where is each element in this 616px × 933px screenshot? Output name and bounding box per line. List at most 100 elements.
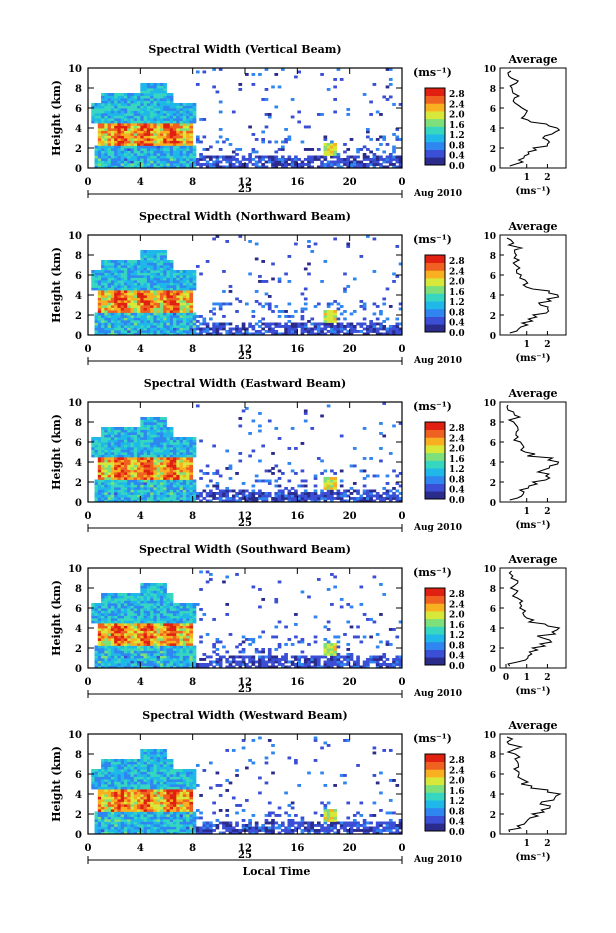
heatmap-cell xyxy=(173,492,177,495)
heatmap-cell xyxy=(359,495,363,498)
heatmap-cell xyxy=(114,263,118,266)
heatmap-cell xyxy=(127,623,131,626)
heatmap-cell xyxy=(153,425,157,428)
heatmap-cell xyxy=(98,626,102,629)
heatmap-cell xyxy=(288,490,292,493)
heatmap-cell xyxy=(157,633,161,636)
heatmap-cell xyxy=(137,323,141,326)
heatmap-cell xyxy=(167,623,171,626)
heatmap-cell xyxy=(186,141,190,144)
heatmap-cell xyxy=(117,136,121,139)
heatmap-cell xyxy=(180,472,184,475)
heatmap-cell xyxy=(98,163,102,166)
heatmap-cell xyxy=(140,455,144,458)
heatmap-cell xyxy=(114,98,118,101)
heatmap-cell xyxy=(98,492,102,495)
heatmap-cell xyxy=(140,153,144,156)
heatmap-cell xyxy=(369,492,373,495)
heatmap-cell xyxy=(104,621,108,624)
heatmap-cell xyxy=(114,143,118,146)
heatmap-cell xyxy=(101,330,105,333)
heatmap-cell xyxy=(127,596,131,599)
heatmap-cell xyxy=(104,641,108,644)
heatmap-cell xyxy=(176,472,180,475)
heatmap-cell xyxy=(183,465,187,468)
heatmap-cell xyxy=(144,633,148,636)
heatmap-cell xyxy=(144,163,148,166)
heatmap-cell xyxy=(117,116,121,119)
heatmap-cell xyxy=(261,328,265,331)
heatmap-cell xyxy=(140,318,144,321)
heatmap-cell xyxy=(170,325,174,328)
heatmap-cell xyxy=(242,410,246,413)
y-axis-label: Height (km) xyxy=(50,80,63,156)
heatmap-cell xyxy=(104,315,108,318)
heatmap-cell xyxy=(340,330,344,333)
heatmap-cell xyxy=(147,450,151,453)
heatmap-cell xyxy=(392,425,396,428)
heatmap-cell xyxy=(189,158,193,161)
heatmap-cell xyxy=(160,455,164,458)
colorbar-tick-label: 1.6 xyxy=(449,121,465,131)
heatmap-cell xyxy=(101,661,105,664)
heatmap-cell xyxy=(340,328,344,331)
heatmap-cell xyxy=(147,260,151,263)
heatmap-cell xyxy=(98,313,102,316)
heatmap-cell xyxy=(173,651,177,654)
heatmap-cell xyxy=(121,288,125,291)
heatmap-cell xyxy=(160,106,164,109)
heatmap-cell xyxy=(268,323,272,326)
heatmap-cell xyxy=(369,320,373,323)
heatmap-cell xyxy=(114,490,118,493)
heatmap-cell xyxy=(202,156,206,159)
heatmap-cell xyxy=(153,163,157,166)
heatmap-cell xyxy=(163,462,167,465)
heatmap-cell xyxy=(150,298,154,301)
heatmap-cell xyxy=(150,151,154,154)
heatmap-cell xyxy=(140,323,144,326)
heatmap-cell xyxy=(121,442,125,445)
heatmap-cell xyxy=(281,146,285,149)
heatmap-cell xyxy=(219,495,223,498)
heatmap-cell xyxy=(167,432,171,435)
heatmap-cell xyxy=(111,153,115,156)
heatmap-cell xyxy=(117,163,121,166)
heatmap-cell xyxy=(95,118,99,121)
heatmap-cell xyxy=(291,328,295,331)
heatmap-cell xyxy=(193,323,197,326)
heatmap-cell xyxy=(176,633,180,636)
heatmap-cell xyxy=(271,328,275,331)
heatmap-cell xyxy=(137,300,141,303)
heatmap-cell xyxy=(127,101,131,104)
heatmap-cell xyxy=(284,163,288,166)
heatmap-cell xyxy=(170,323,174,326)
heatmap-cell xyxy=(127,470,131,473)
heatmap-cell xyxy=(150,83,154,86)
heatmap-cell xyxy=(232,163,236,166)
heatmap-cell xyxy=(117,278,121,281)
heatmap-cell xyxy=(363,93,367,96)
heatmap-cell xyxy=(104,658,108,661)
heatmap-cell xyxy=(153,626,157,629)
heatmap-cell xyxy=(140,462,144,465)
heatmap-cell xyxy=(98,447,102,450)
heatmap-cell xyxy=(163,601,167,604)
heatmap-cell xyxy=(252,133,256,136)
heatmap-cell xyxy=(163,330,167,333)
heatmap-cell xyxy=(340,492,344,495)
heatmap-cell xyxy=(131,146,135,149)
heatmap-cell xyxy=(117,497,121,500)
heatmap-cell xyxy=(111,280,115,283)
heatmap-cell xyxy=(180,121,184,124)
heatmap-cell xyxy=(278,158,282,161)
heatmap-cell xyxy=(248,156,252,159)
heatmap-cell xyxy=(98,156,102,159)
heatmap-cell xyxy=(173,123,177,126)
heatmap-cell xyxy=(189,111,193,114)
heatmap-cell xyxy=(137,303,141,306)
heatmap-cell xyxy=(104,268,108,271)
heatmap-cell xyxy=(117,121,121,124)
heatmap-cell xyxy=(111,295,115,298)
heatmap-cell xyxy=(330,153,334,156)
heatmap-cell xyxy=(98,608,102,611)
